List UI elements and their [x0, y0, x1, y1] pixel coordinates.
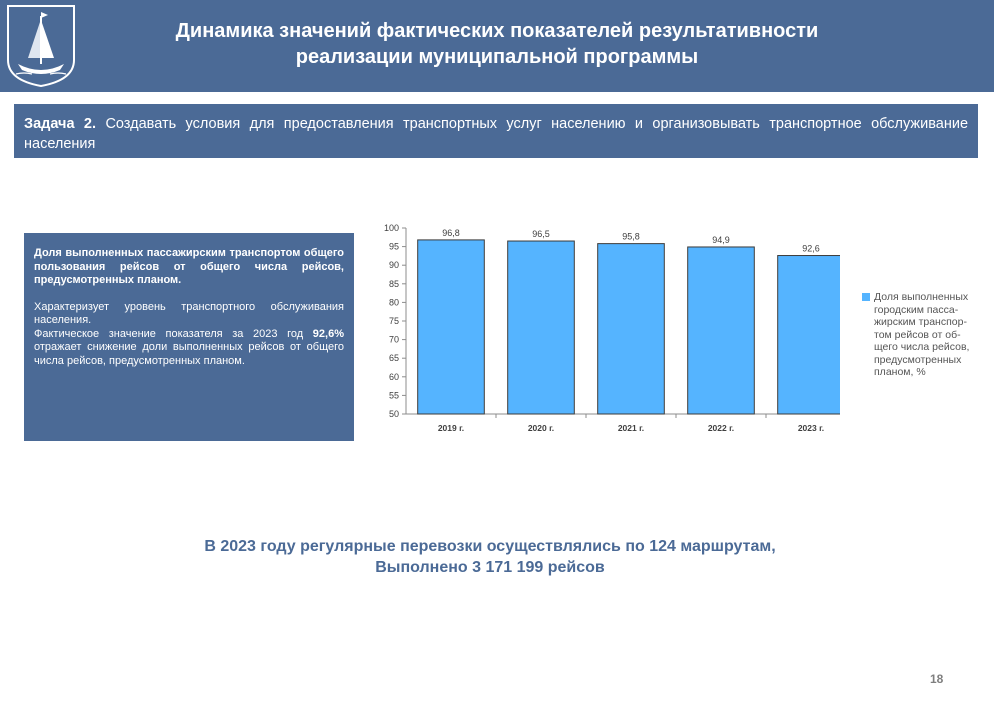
y-tick-label: 90 [389, 260, 399, 270]
x-tick-label: 2019 г. [438, 423, 464, 433]
legend-line: планом, % [874, 366, 926, 378]
x-tick-label: 2023 г. [798, 423, 824, 433]
y-tick-label: 100 [384, 223, 399, 233]
bar [507, 240, 575, 415]
page-title-line1: Динамика значений фактических показателе… [175, 20, 819, 42]
task-label: Задача 2. [24, 116, 97, 132]
bar [777, 255, 840, 415]
slide-header: Динамика значений фактических показателе… [0, 0, 994, 92]
summary-text: В 2023 году регулярные перевозки осущест… [100, 536, 880, 578]
legend-line: городским пасса- [874, 303, 959, 316]
bar [417, 239, 485, 415]
y-tick-label: 95 [389, 242, 399, 252]
bar [597, 243, 665, 415]
legend-line: щего числа рейсов, [874, 341, 970, 353]
y-tick-label: 70 [389, 335, 399, 345]
legend-line: Доля выполненных [874, 291, 969, 303]
bar-value-label: 92,6 [802, 244, 820, 254]
y-tick-label: 80 [389, 297, 399, 307]
y-tick-label: 55 [389, 390, 399, 400]
legend-line: предусмотренных [874, 353, 962, 366]
x-tick-label: 2020 г. [528, 423, 554, 433]
indicator-name: Доля выполненных пассажирским транспорто… [34, 247, 344, 286]
indicator-fact-after: отражает снижение доли выполненных рейсо… [34, 341, 344, 367]
bar-chart: 50 55 60 65 70 75 80 85 90 95 100 96,8 2019 г. 96,5 20… [384, 223, 840, 433]
indicator-fact: Фактическое значение показателя за 2023 … [34, 328, 344, 369]
y-tick-label: 85 [389, 279, 399, 289]
indicator-fact-value: 92,6% [312, 327, 344, 340]
indicator-fact-before: Фактическое значение показателя за 2023 … [34, 327, 304, 340]
indicator-purpose: Характеризует уровень транспортного обсл… [34, 300, 344, 327]
y-tick-label: 65 [389, 353, 399, 363]
y-tick-label: 50 [389, 409, 399, 419]
bar-value-label: 94,9 [712, 235, 730, 245]
bar [687, 246, 755, 415]
y-tick-label: 60 [389, 372, 399, 382]
page-number: 18 [930, 672, 944, 686]
legend-label: Доля выполненных городским пасса-жирским … [874, 291, 982, 379]
page-title: Динамика значений фактических показателе… [92, 18, 902, 70]
chart-legend: Доля выполненных городским пасса-жирским … [862, 291, 982, 379]
legend-line: том рейсов от об- [874, 328, 961, 341]
summary-line1: В 2023 году регулярные перевозки осущест… [204, 538, 776, 555]
x-tick-label: 2021 г. [618, 423, 644, 433]
x-tick-label: 2022 г. [708, 423, 734, 433]
bar-value-label: 96,8 [442, 228, 460, 238]
summary-line2: Выполнено 3 171 199 рейсов [375, 559, 605, 576]
legend-swatch [862, 293, 870, 301]
y-tick-label: 75 [389, 316, 399, 326]
coat-of-arms-ship-icon [7, 5, 75, 88]
indicator-description-box: Доля выполненных пассажирским транспорто… [24, 233, 354, 441]
page-title-line2: реализации муниципальной программы [295, 46, 699, 68]
task-text: Создавать условия для предоставления тра… [24, 116, 969, 152]
legend-line: жирским транспор- [874, 316, 967, 328]
task-banner: Задача 2. Создавать условия для предоста… [14, 104, 978, 158]
bar-value-label: 96,5 [532, 229, 550, 239]
bar-value-label: 95,8 [622, 232, 640, 242]
